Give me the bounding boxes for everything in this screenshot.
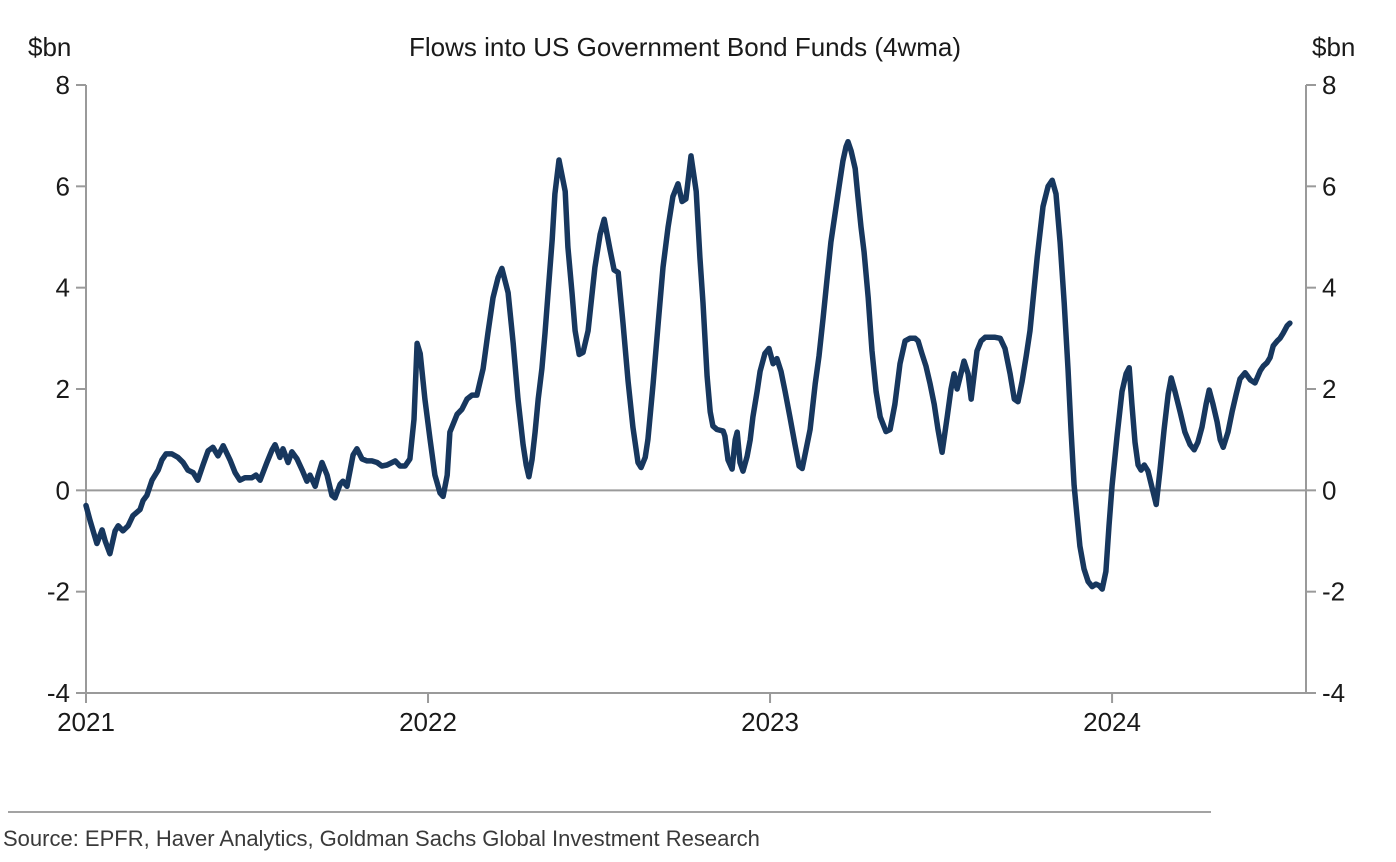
y-tick-label-left: -2 [47,577,70,607]
y-tick-label-right: -2 [1322,577,1345,607]
y-tick-label-right: 0 [1322,475,1336,505]
x-tick-label: 2022 [399,707,457,737]
y-tick-label-left: 6 [56,171,70,201]
x-tick-label: 2021 [57,707,115,737]
y-tick-label-right: -4 [1322,678,1345,708]
y-tick-label-left: 2 [56,374,70,404]
flows-series-line [83,138,1293,592]
y-tick-label-left: 8 [56,70,70,100]
y-tick-label-right: 4 [1322,273,1336,303]
axis-ticks [76,84,1316,703]
left-axis-unit: $bn [28,32,72,62]
y-tick-label-left: 4 [56,273,70,303]
y-tick-label-right: 8 [1322,70,1336,100]
chart-title: Flows into US Government Bond Funds (4wm… [409,32,961,62]
source-note: Source: EPFR, Haver Analytics, Goldman S… [3,826,760,851]
y-tick-label-left: 0 [56,475,70,505]
y-tick-label-right: 2 [1322,374,1336,404]
x-tick-label: 2023 [741,707,799,737]
y-tick-label-left: -4 [47,678,70,708]
footer-divider [8,811,1211,813]
x-tick-label: 2024 [1083,707,1141,737]
y-tick-label-right: 6 [1322,171,1336,201]
right-axis-unit: $bn [1312,32,1356,62]
series-lines [83,138,1293,592]
